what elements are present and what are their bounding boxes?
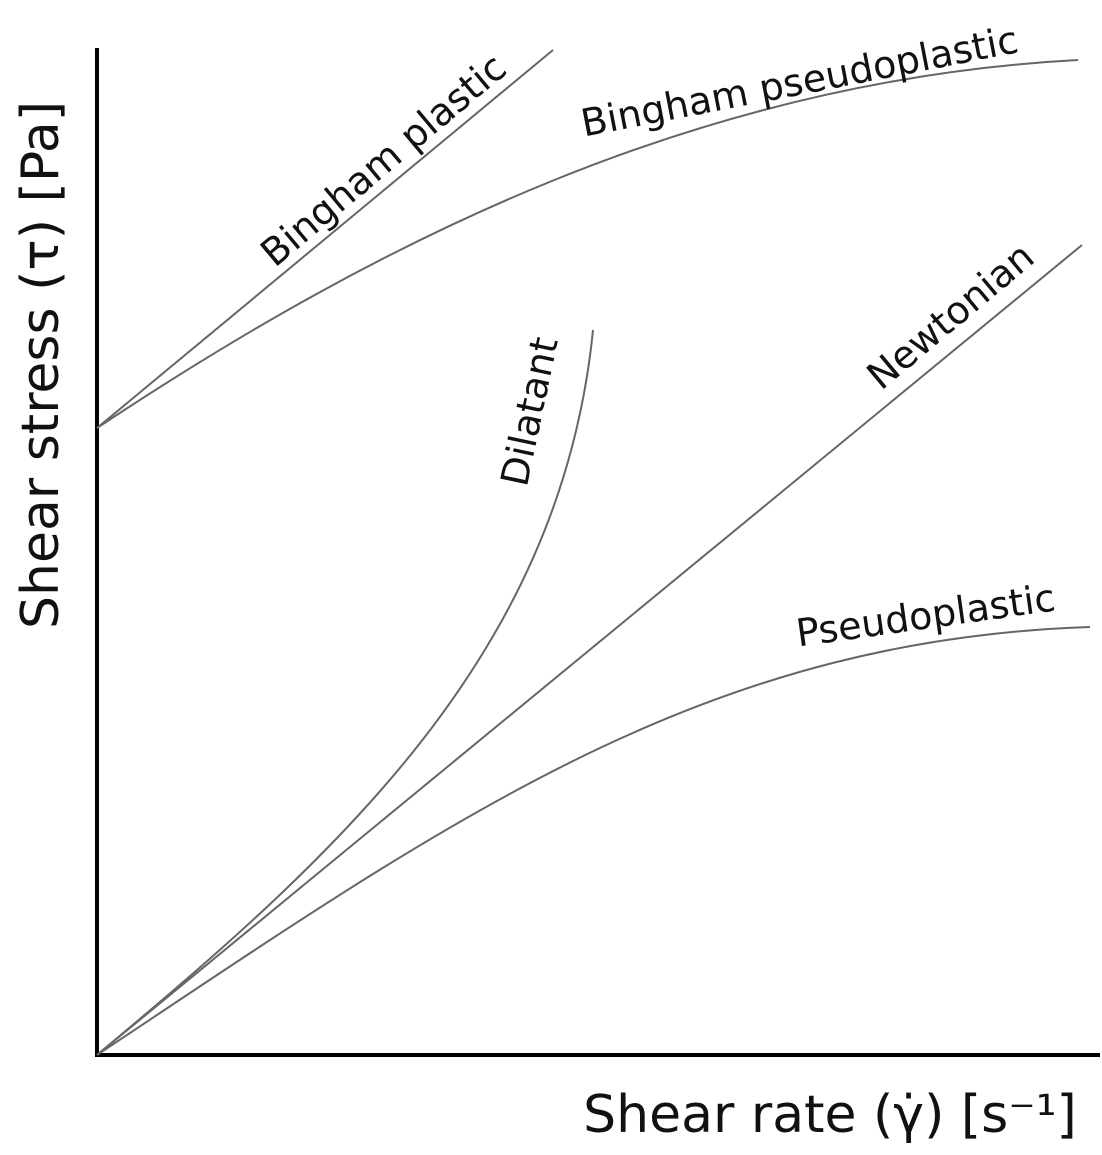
curve-label: Bingham plastic — [252, 45, 514, 275]
y-axis-label: Shear stress (τ) [Pa] — [11, 101, 71, 629]
curve-label: Newtonian — [858, 234, 1042, 398]
bingham-plastic-curve — [96, 49, 554, 429]
axes — [95, 48, 1100, 1057]
dilatant-curve — [96, 329, 594, 1056]
newtonian-curve — [96, 244, 1083, 1056]
curve-label: Bingham pseudoplastic — [577, 18, 1021, 146]
curve-label: Dilatant — [492, 333, 566, 490]
pseudoplastic-curve — [96, 626, 1091, 1056]
bingham-pseudoplastic-curve — [96, 59, 1079, 429]
x-axis-label: Shear rate (γ̇) [s⁻¹] — [583, 1085, 1077, 1145]
